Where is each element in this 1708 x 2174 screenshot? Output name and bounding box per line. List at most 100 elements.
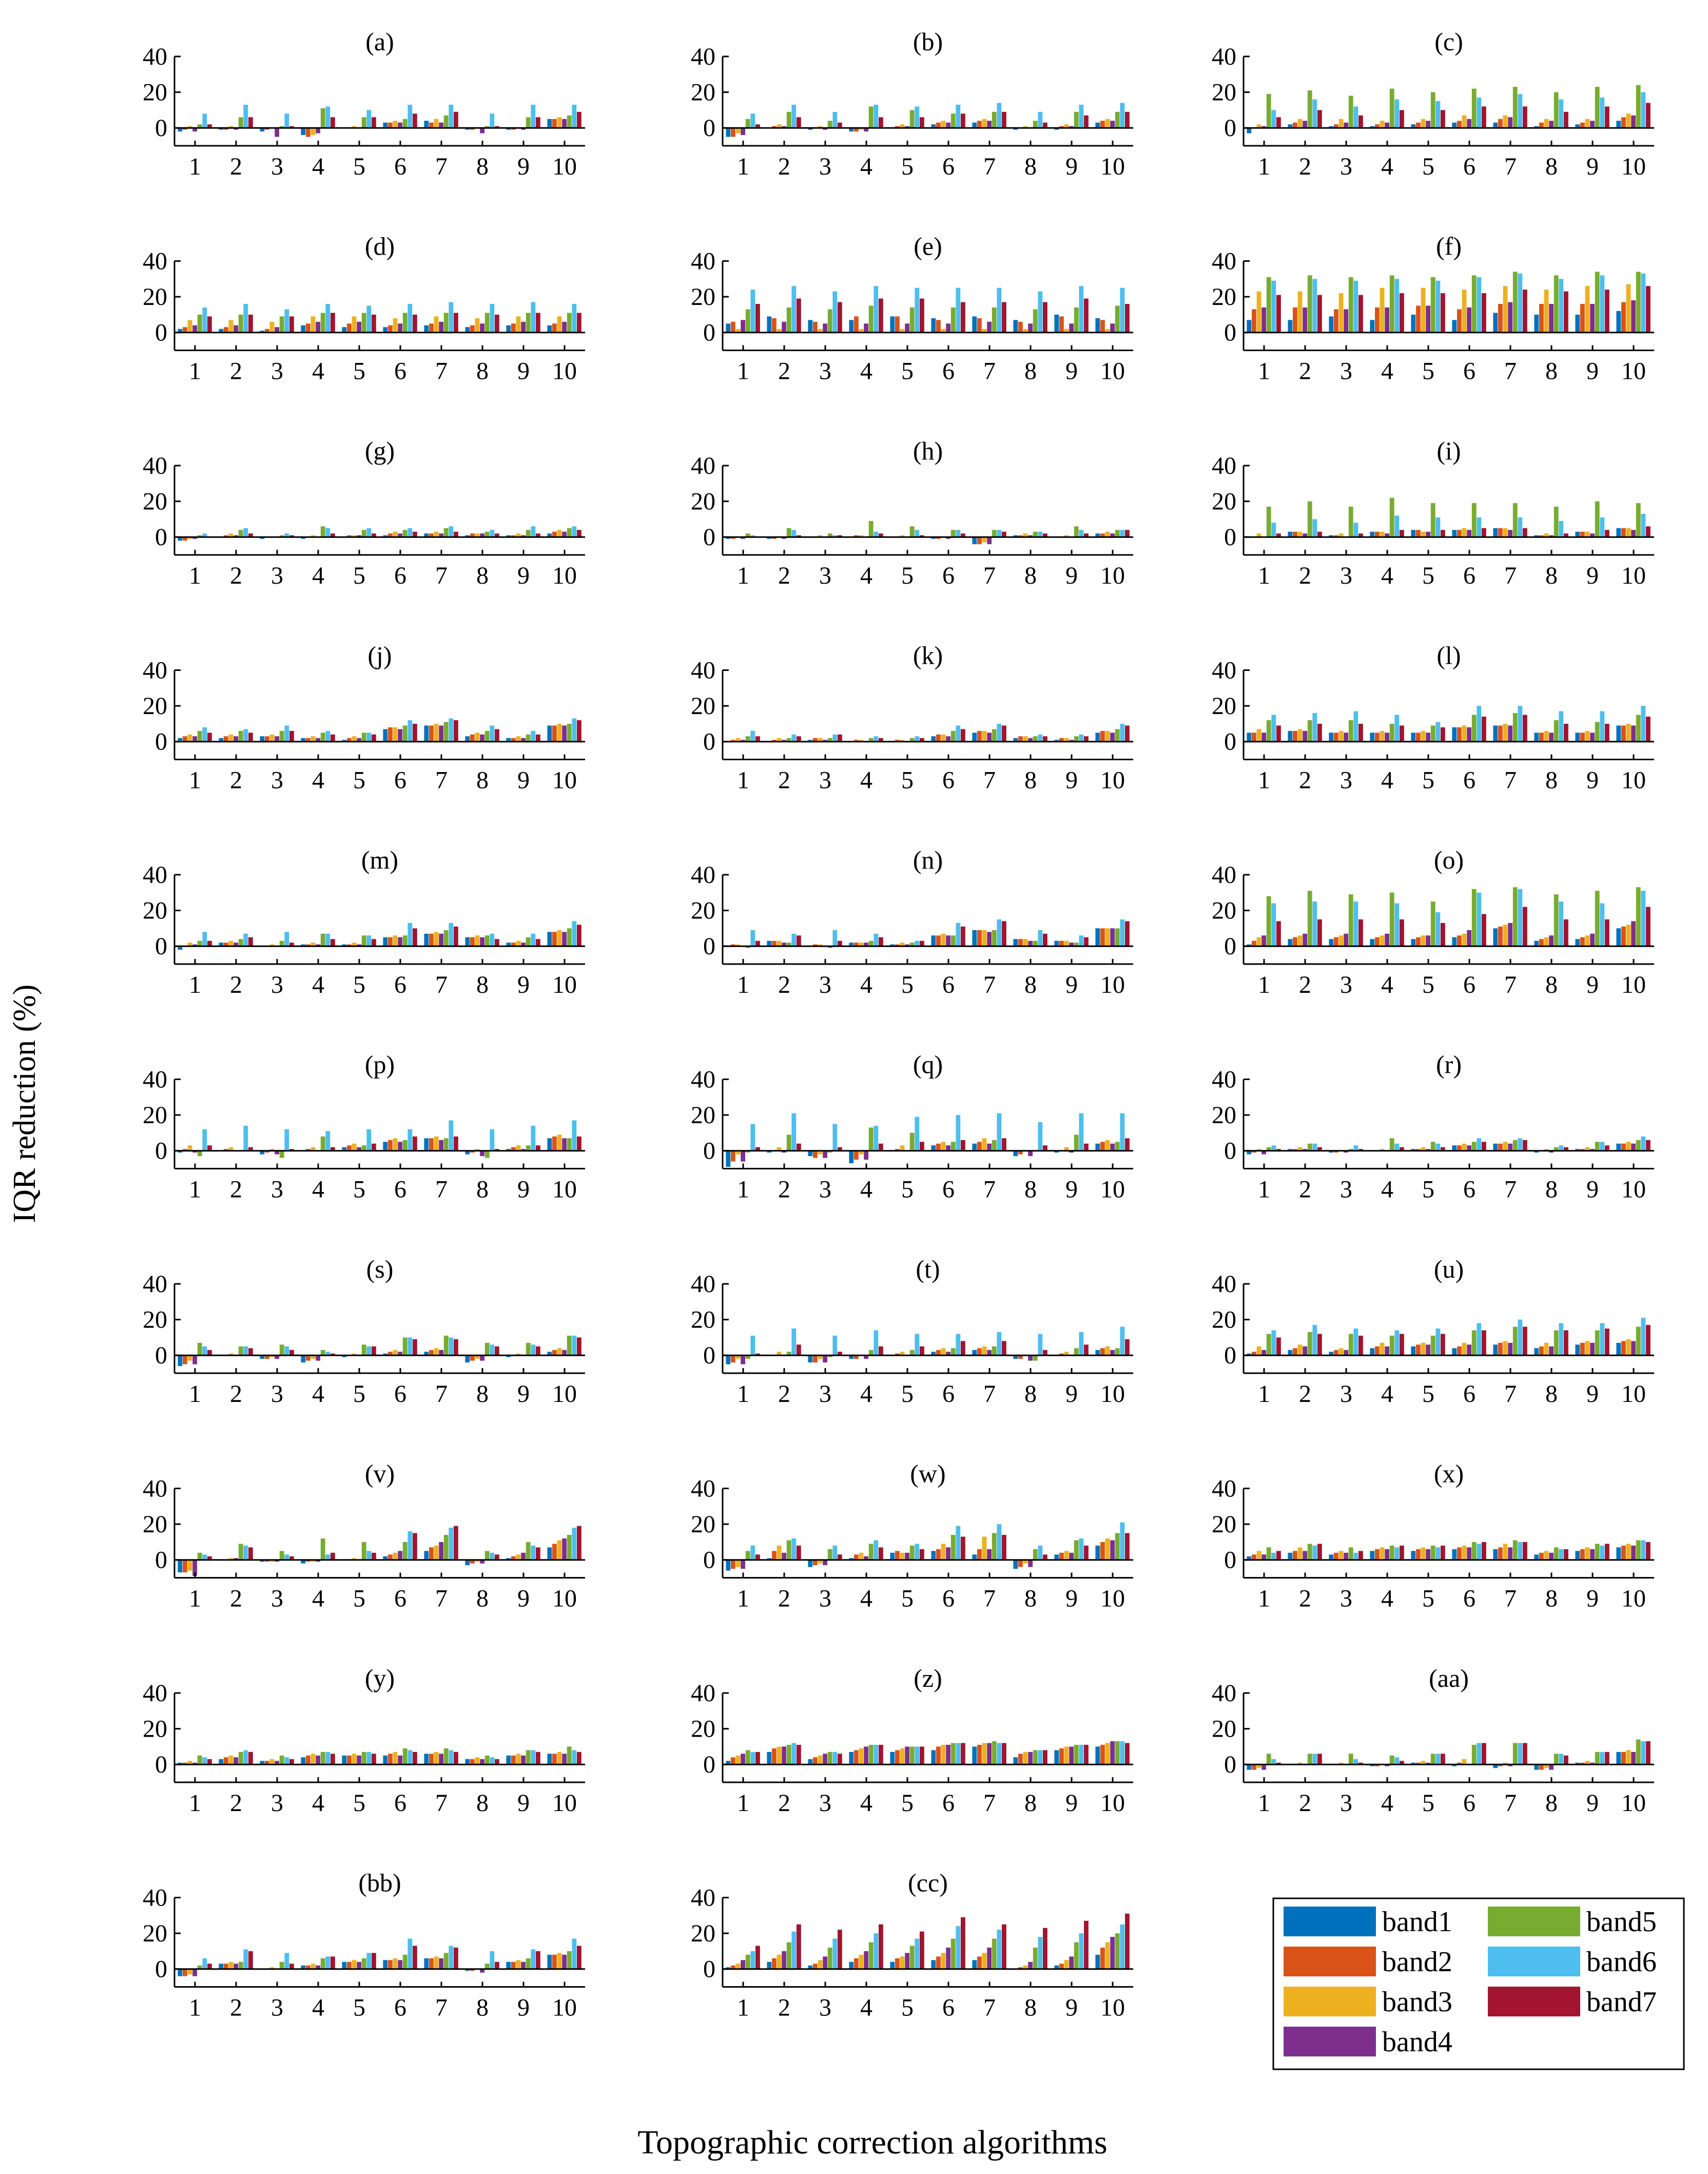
bar-band5-9 (1074, 942, 1079, 947)
bar-band5-6 (402, 313, 407, 333)
bar-band6-2 (791, 1329, 797, 1356)
x-tick-label: 1 (737, 562, 749, 589)
bar-band2-1 (183, 327, 187, 333)
bar-band7-9 (536, 1752, 540, 1765)
bar-band7-5 (920, 738, 924, 742)
panel-title: (m) (361, 845, 398, 874)
bar-band5-4 (320, 1752, 325, 1765)
bar-band3-3 (269, 321, 275, 333)
bar-band2-1 (183, 1560, 187, 1573)
bar-band6-1 (750, 1545, 755, 1560)
bar-band7-3 (838, 1754, 842, 1765)
bar-band4-2 (234, 736, 239, 742)
bar-band3-1 (1256, 1764, 1261, 1768)
bar-band7-8 (495, 729, 499, 742)
bar-band6-2 (1312, 901, 1317, 947)
y-tick-label: 0 (1224, 1547, 1236, 1574)
bar-band3-4 (1380, 935, 1385, 947)
panel-title: (r) (1436, 1050, 1462, 1079)
bar-band5-6 (1471, 1542, 1477, 1560)
bar-band2-6 (1457, 1762, 1462, 1765)
x-tick-label: 9 (1586, 767, 1599, 794)
bar-band7-6 (961, 926, 965, 947)
bar-band6-1 (750, 290, 755, 333)
bar-band5-4 (868, 1350, 874, 1356)
bar-band3-3 (269, 1759, 275, 1765)
x-tick-label: 5 (353, 1585, 365, 1612)
bar-band3-6 (941, 1544, 946, 1560)
bar-band6-8 (1038, 930, 1043, 947)
bar-band6-3 (832, 1545, 838, 1560)
bar-band7-6 (961, 302, 965, 333)
bar-band3-9 (516, 533, 521, 537)
bar-band7-8 (1043, 1145, 1047, 1151)
bar-band6-8 (1038, 734, 1043, 742)
bar-band7-10 (1646, 103, 1651, 128)
x-tick-label: 10 (1100, 971, 1125, 998)
bar-band7-8 (495, 533, 499, 537)
bar-band1-9 (1054, 1150, 1059, 1153)
bar-band7-6 (1482, 1330, 1486, 1356)
bar-band7-7 (1002, 302, 1006, 333)
bar-band5-7 (443, 528, 449, 537)
bar-band1-10 (547, 119, 552, 128)
bar-band7-3 (838, 1352, 842, 1356)
bar-band4-8 (480, 1759, 485, 1765)
bar-band3-10 (557, 1134, 562, 1151)
bar-band3-4 (310, 1147, 316, 1151)
bar-band7-3 (289, 1759, 294, 1765)
bar-band7-5 (372, 1552, 376, 1560)
bar-band5-10 (1115, 111, 1120, 128)
bar-band4-1 (192, 1969, 198, 1976)
bar-band5-4 (1389, 275, 1394, 333)
bar-band1-7 (972, 930, 977, 947)
bar-band6-5 (366, 110, 372, 128)
bar-band2-1 (731, 1965, 735, 1969)
bar-band2-9 (1580, 1149, 1585, 1151)
bar-band2-3 (813, 1150, 818, 1158)
bar-band6-4 (325, 1131, 331, 1151)
bar-band2-6 (1457, 530, 1462, 537)
bar-band7-6 (1482, 293, 1486, 333)
bar-band1-3 (1329, 1150, 1334, 1153)
bar-band3-7 (1503, 1142, 1508, 1151)
bar-band1-1 (726, 537, 731, 539)
bar-band7-8 (1043, 1350, 1047, 1356)
bar-band3-4 (310, 1964, 316, 1969)
bar-band2-10 (1621, 1545, 1626, 1560)
bar-band4-5 (357, 1147, 362, 1151)
bar-band3-2 (228, 126, 234, 128)
bar-band2-1 (731, 944, 735, 947)
bar-band1-2 (1288, 1149, 1293, 1151)
bar-band4-6 (946, 935, 951, 947)
bar-band1-8 (465, 937, 470, 947)
bar-band7-7 (454, 1947, 458, 1969)
bar-band5-9 (526, 1542, 531, 1560)
bar-band5-8 (1554, 1330, 1559, 1356)
bar-band5-4 (1389, 1335, 1394, 1356)
bar-band1-7 (972, 1746, 977, 1765)
x-tick-label: 9 (517, 1585, 530, 1612)
bar-band1-8 (1013, 1560, 1018, 1569)
bar-band2-3 (1334, 309, 1338, 333)
bar-band4-8 (480, 1969, 485, 1973)
bar-band3-9 (1064, 329, 1069, 333)
bar-band3-10 (1626, 528, 1631, 537)
x-tick-label: 4 (860, 1790, 872, 1817)
bar-band7-9 (1084, 533, 1089, 537)
x-tick-label: 10 (1621, 1585, 1646, 1612)
bar-band5-5 (361, 1958, 366, 1969)
x-tick-label: 3 (819, 1380, 831, 1408)
bar-band6-2 (791, 1931, 797, 1969)
bar-band7-5 (920, 535, 924, 537)
bar-band7-10 (1125, 725, 1130, 742)
bar-band3-10 (1105, 1538, 1110, 1560)
bar-band2-1 (183, 537, 187, 541)
x-tick-label: 1 (1258, 767, 1270, 794)
bar-band5-5 (1430, 1142, 1435, 1151)
bar-band3-7 (1503, 1341, 1508, 1356)
bar-band2-3 (1334, 124, 1338, 128)
bar-band4-7 (987, 1143, 992, 1151)
bar-band6-3 (1353, 1552, 1358, 1560)
